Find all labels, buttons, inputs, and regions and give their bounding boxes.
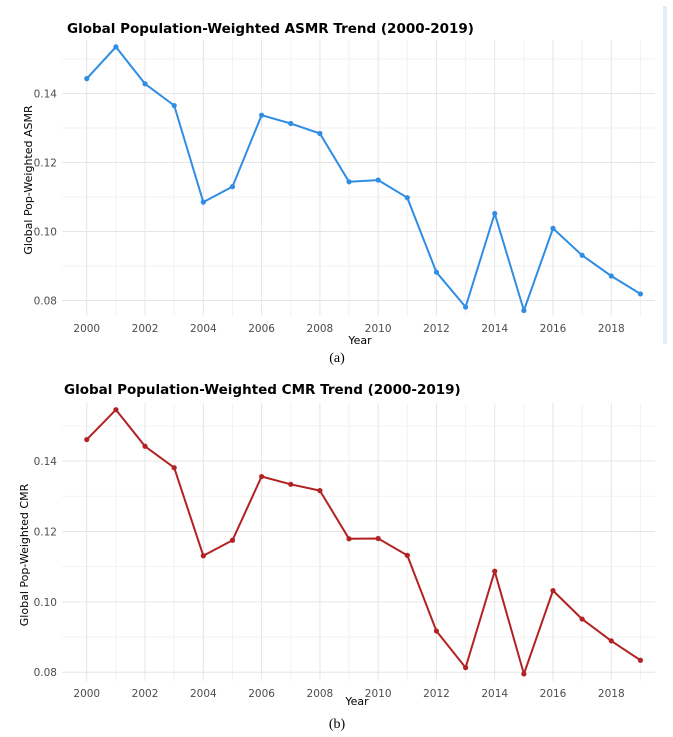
data-point — [229, 184, 236, 190]
x-tick-label: 2018 — [598, 688, 625, 700]
series-line — [86, 408, 641, 675]
x-tick-label: 2010 — [365, 323, 392, 335]
data-point — [521, 671, 527, 677]
series-points — [84, 407, 644, 677]
y-ticks: 0.08 0.10 0.12 0.14 — [34, 456, 58, 679]
x-tick-label: 2014 — [481, 688, 508, 700]
panel-caption: (b) — [329, 717, 346, 732]
data-point — [492, 210, 498, 217]
grid — [62, 403, 655, 681]
data-point — [142, 443, 148, 449]
x-tick-label: 2004 — [190, 688, 217, 700]
series-line — [86, 45, 641, 312]
data-point — [346, 536, 352, 542]
data-point — [346, 179, 352, 185]
data-point — [317, 488, 323, 494]
y-tick-label: 0.08 — [34, 667, 57, 679]
data-point — [171, 465, 177, 471]
data-point — [579, 616, 585, 622]
panel-a-edge-strip — [663, 6, 667, 344]
x-tick-label: 2000 — [73, 323, 100, 335]
data-point — [433, 269, 440, 275]
y-tick-label: 0.14 — [34, 456, 58, 468]
data-point — [579, 252, 585, 258]
y-tick-label: 0.08 — [34, 295, 57, 307]
x-tick-label: 2016 — [540, 323, 567, 335]
y-tick-label: 0.14 — [34, 88, 58, 100]
data-point — [404, 195, 410, 201]
y-tick-label: 0.12 — [34, 526, 57, 538]
x-axis-label: Year — [347, 334, 372, 347]
data-point — [521, 307, 527, 314]
data-point — [142, 81, 148, 87]
data-point — [84, 436, 90, 443]
y-tick-label: 0.10 — [34, 226, 57, 238]
chart-cmr: Global Population-Weighted CMR Trend (20… — [18, 382, 655, 732]
data-point — [433, 628, 440, 634]
data-point — [550, 587, 556, 594]
data-point — [200, 553, 206, 559]
data-point — [259, 112, 265, 118]
data-point — [375, 535, 381, 542]
x-tick-label: 2002 — [132, 323, 159, 335]
data-point — [84, 76, 90, 82]
x-tick-label: 2008 — [307, 688, 334, 700]
chart-title: Global Population-Weighted CMR Trend (20… — [64, 382, 461, 398]
x-tick-label: 2010 — [365, 688, 392, 700]
data-point — [200, 199, 206, 205]
x-tick-label: 2012 — [423, 688, 450, 700]
y-ticks: 0.08 0.10 0.12 0.14 — [34, 88, 58, 307]
y-axis-label: Global Pop-Weighted ASMR — [22, 105, 35, 255]
x-tick-label: 2002 — [132, 688, 159, 700]
data-point — [550, 225, 556, 231]
data-point — [637, 657, 644, 663]
data-point — [171, 102, 177, 109]
x-tick-label: 2004 — [190, 323, 217, 335]
y-axis-label: Global Pop-Weighted CMR — [18, 483, 31, 626]
data-point — [259, 473, 265, 480]
data-point — [229, 537, 236, 543]
chart-title: Global Population-Weighted ASMR Trend (2… — [67, 21, 474, 37]
x-axis-label: Year — [344, 695, 369, 708]
data-point — [462, 304, 469, 310]
data-point — [113, 407, 119, 413]
x-tick-label: 2006 — [248, 323, 275, 335]
data-point — [113, 44, 119, 50]
data-point — [462, 665, 469, 671]
x-tick-label: 2000 — [73, 688, 100, 700]
x-tick-label: 2016 — [540, 688, 567, 700]
data-point — [404, 552, 410, 558]
x-tick-label: 2018 — [598, 323, 625, 335]
data-point — [608, 638, 614, 644]
data-point — [288, 120, 294, 127]
data-point — [375, 177, 381, 183]
x-tick-label: 2014 — [481, 323, 508, 335]
y-tick-label: 0.10 — [34, 597, 57, 609]
y-tick-label: 0.12 — [34, 157, 57, 169]
data-point — [317, 130, 323, 137]
x-tick-label: 2006 — [248, 688, 275, 700]
x-ticks: 2000 2002 2004 2006 2008 2010 2012 2014 2016 2018 — [73, 688, 624, 700]
x-tick-label: 2012 — [423, 323, 450, 335]
data-point — [637, 291, 644, 297]
series-points — [84, 44, 644, 314]
x-ticks: 2000 2002 2004 2006 2008 2010 2012 2014 2016 2018 — [73, 323, 624, 335]
data-point — [492, 568, 498, 574]
grid — [62, 40, 655, 316]
chart-asmr: Global Population-Weighted ASMR Trend (2… — [22, 21, 655, 366]
data-point — [288, 481, 294, 487]
data-point — [608, 273, 614, 279]
x-tick-label: 2008 — [307, 323, 334, 335]
panel-caption: (a) — [329, 351, 345, 366]
